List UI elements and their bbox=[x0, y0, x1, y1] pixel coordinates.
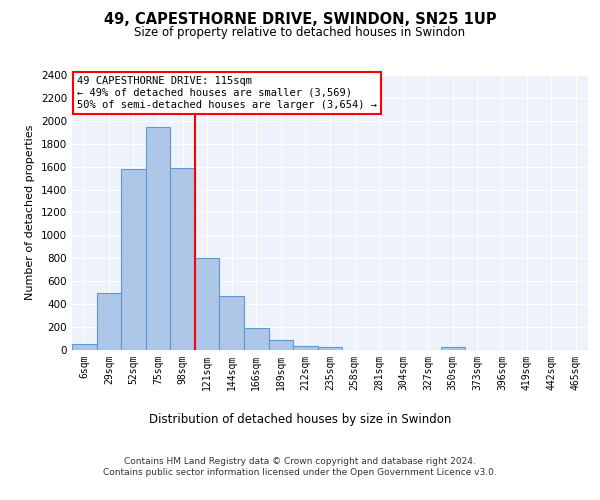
Text: Contains HM Land Registry data © Crown copyright and database right 2024.
Contai: Contains HM Land Registry data © Crown c… bbox=[103, 458, 497, 477]
Text: Size of property relative to detached houses in Swindon: Size of property relative to detached ho… bbox=[134, 26, 466, 39]
Bar bbox=[244, 328, 269, 350]
Text: 49 CAPESTHORNE DRIVE: 115sqm
← 49% of detached houses are smaller (3,569)
50% of: 49 CAPESTHORNE DRIVE: 115sqm ← 49% of de… bbox=[77, 76, 377, 110]
Y-axis label: Number of detached properties: Number of detached properties bbox=[25, 125, 35, 300]
Bar bbox=[440, 347, 465, 350]
Bar bbox=[220, 296, 244, 350]
Bar bbox=[146, 126, 170, 350]
Bar bbox=[318, 347, 342, 350]
Text: 49, CAPESTHORNE DRIVE, SWINDON, SN25 1UP: 49, CAPESTHORNE DRIVE, SWINDON, SN25 1UP bbox=[104, 12, 496, 28]
Text: Distribution of detached houses by size in Swindon: Distribution of detached houses by size … bbox=[149, 412, 451, 426]
Bar bbox=[121, 169, 146, 350]
Bar bbox=[170, 168, 195, 350]
Bar bbox=[269, 340, 293, 350]
Bar bbox=[293, 346, 318, 350]
Bar bbox=[195, 258, 220, 350]
Bar bbox=[97, 292, 121, 350]
Bar bbox=[72, 344, 97, 350]
